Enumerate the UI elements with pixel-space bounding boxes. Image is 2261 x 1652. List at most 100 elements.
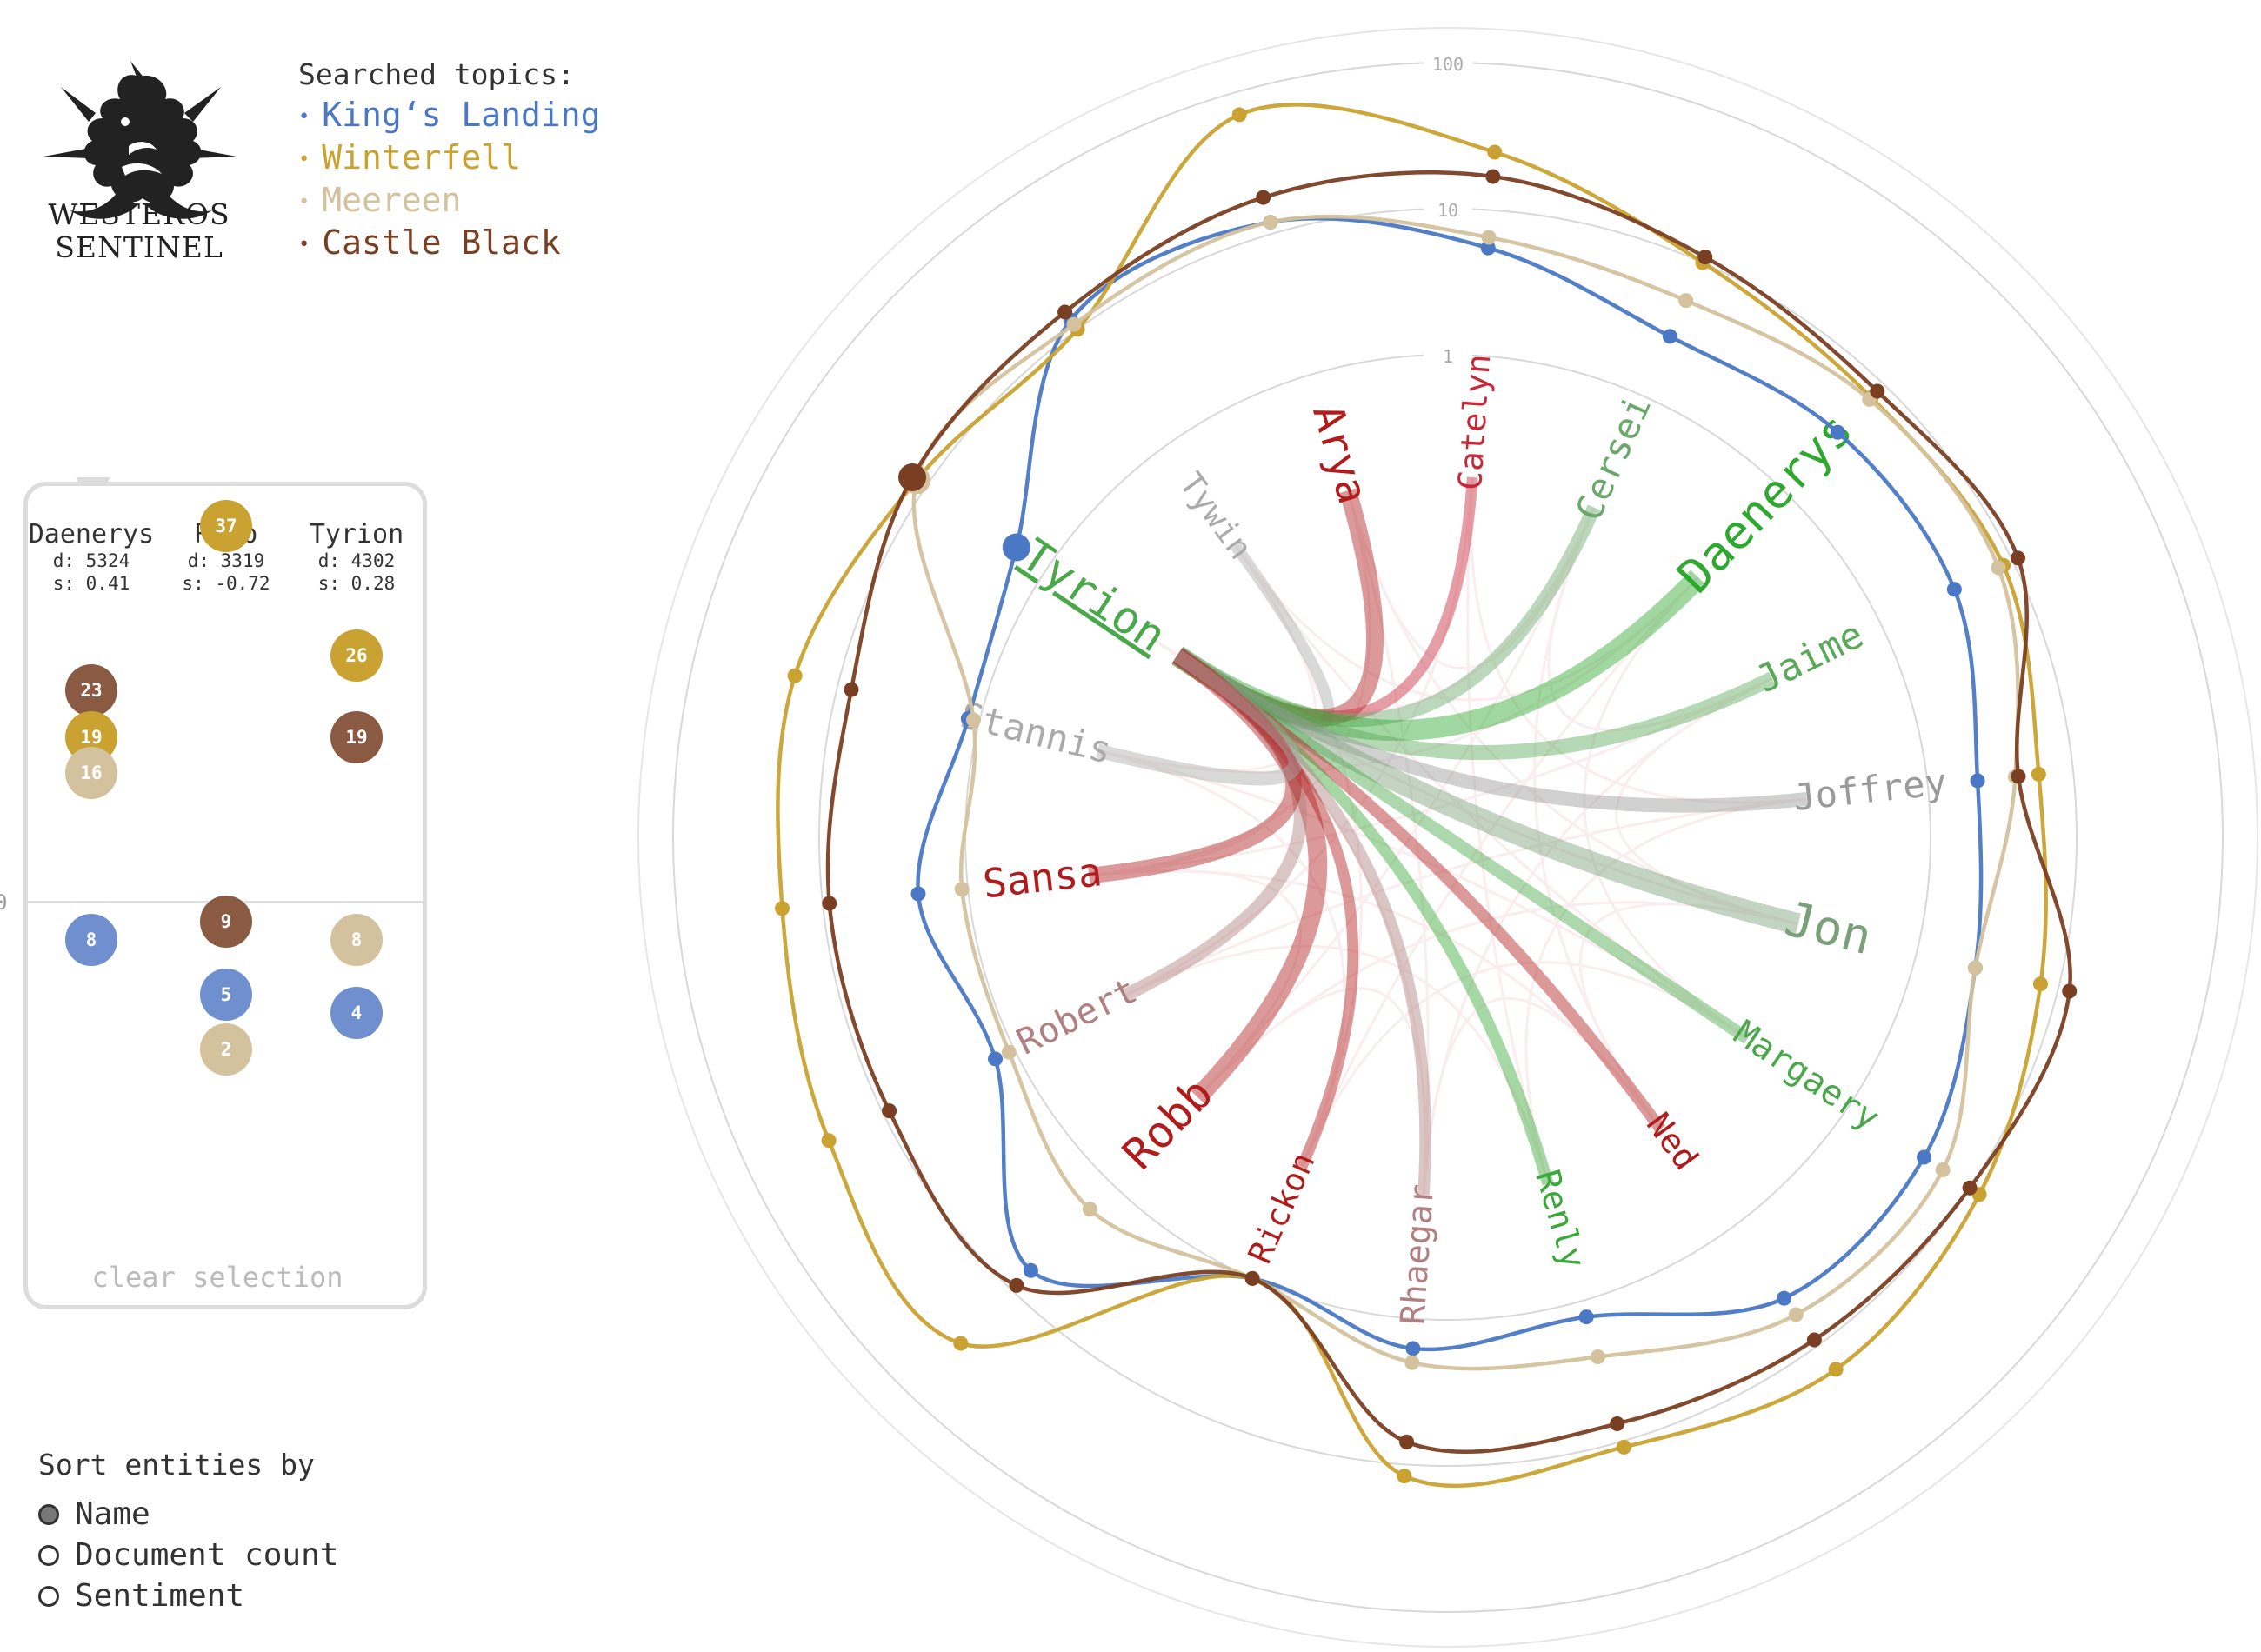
series-point[interactable]: [1828, 1362, 1844, 1377]
series-point[interactable]: [844, 682, 859, 697]
series-point[interactable]: [2032, 976, 2048, 992]
series-point[interactable]: [1578, 1309, 1594, 1325]
series-point[interactable]: [1485, 169, 1501, 184]
entity-label[interactable]: Robert: [1010, 969, 1144, 1063]
series-point[interactable]: [1404, 1355, 1420, 1370]
series-point[interactable]: [2031, 766, 2046, 782]
entity-label[interactable]: Rhaegar: [1393, 1182, 1442, 1325]
series-point[interactable]: [1405, 1341, 1421, 1356]
count-bubble[interactable]: 4: [330, 987, 383, 1039]
sort-option[interactable]: Document count: [38, 1535, 338, 1575]
entity-label[interactable]: Joffrey: [1791, 760, 1949, 819]
series-point[interactable]: [882, 1103, 897, 1119]
series-point[interactable]: [1590, 1349, 1605, 1364]
entity-label[interactable]: Sansa: [981, 849, 1104, 907]
series-point[interactable]: [966, 712, 982, 728]
entity-label[interactable]: Catelyn: [1451, 353, 1498, 491]
entity-column-header[interactable]: Tyrion d: 4302 s: 0.28: [287, 520, 426, 595]
radio-icon[interactable]: [38, 1585, 59, 1607]
topic-item[interactable]: • King‘s Landing: [298, 95, 601, 137]
count-bubble[interactable]: 2: [200, 1023, 252, 1076]
entity-label[interactable]: Cersei: [1567, 389, 1659, 527]
series-point[interactable]: [1023, 1262, 1038, 1278]
series-point[interactable]: [1397, 1469, 1412, 1484]
series-point[interactable]: [954, 882, 970, 897]
sort-label: Sort entities by: [38, 1448, 315, 1482]
series-point[interactable]: [1678, 293, 1694, 309]
series-point[interactable]: [1697, 250, 1713, 265]
count-bubble[interactable]: 5: [200, 969, 252, 1021]
series-point[interactable]: [822, 896, 837, 911]
entity-label[interactable]: Renly: [1527, 1166, 1592, 1274]
series-point[interactable]: [1935, 1162, 1951, 1177]
entity-label[interactable]: Margaery: [1727, 1013, 1887, 1139]
topic-item[interactable]: • Meereen: [298, 180, 601, 223]
series-point[interactable]: [1256, 190, 1271, 205]
sort-option[interactable]: Sentiment: [38, 1575, 338, 1616]
series-point[interactable]: [910, 886, 926, 902]
series-point[interactable]: [1610, 1416, 1625, 1431]
topic-item[interactable]: • Winterfell: [298, 137, 601, 180]
series-point[interactable]: [1830, 424, 1845, 440]
count-bubble[interactable]: 16: [65, 746, 117, 799]
series-point[interactable]: [1480, 240, 1496, 256]
series-point[interactable]: [2011, 769, 2026, 784]
topic-item[interactable]: • Castle Black: [298, 223, 601, 265]
series-point[interactable]: [1057, 304, 1073, 320]
series-point[interactable]: [1777, 1290, 1792, 1306]
series-point[interactable]: [1481, 230, 1497, 245]
chord-link: [1089, 490, 1371, 877]
series-point[interactable]: [1616, 1439, 1631, 1455]
series-point[interactable]: [1870, 383, 1885, 399]
count-bubble[interactable]: 23: [65, 664, 117, 716]
bullet-icon: •: [298, 234, 310, 256]
series-point[interactable]: [1231, 107, 1247, 123]
chord-link: [1533, 506, 1662, 1130]
entity-label[interactable]: Tywin: [1172, 465, 1261, 566]
series-point[interactable]: [1487, 144, 1503, 160]
radio-icon[interactable]: [38, 1503, 59, 1525]
clear-selection-button[interactable]: clear selection: [91, 1261, 343, 1294]
entity-label[interactable]: Tyrion: [1011, 530, 1175, 663]
entity-label[interactable]: Arya: [1303, 399, 1377, 510]
count-bubble[interactable]: 19: [330, 711, 383, 763]
radio-icon[interactable]: [38, 1544, 59, 1566]
series-point[interactable]: [1970, 773, 1985, 789]
sort-option[interactable]: Name: [38, 1494, 338, 1535]
series-point[interactable]: [1399, 1434, 1415, 1449]
series-point[interactable]: [898, 463, 927, 492]
entity-label[interactable]: Stannis: [957, 694, 1117, 772]
count-bubble[interactable]: 9: [200, 896, 252, 948]
topic-label: Meereen: [322, 181, 462, 219]
series-point[interactable]: [1806, 1332, 1822, 1348]
series-point[interactable]: [1662, 329, 1677, 344]
series-point[interactable]: [1991, 560, 2006, 576]
series-point[interactable]: [787, 668, 803, 683]
series-point[interactable]: [1009, 1277, 1024, 1293]
entity-column-header[interactable]: Daenerys d: 5324 s: 0.41: [22, 520, 161, 595]
series-point[interactable]: [988, 1051, 1004, 1067]
series-point[interactable]: [1082, 1202, 1097, 1217]
series-point[interactable]: [2011, 550, 2026, 566]
series-point[interactable]: [953, 1336, 969, 1351]
entity-label[interactable]: Jon: [1779, 891, 1877, 966]
series-point[interactable]: [775, 901, 790, 916]
series-point[interactable]: [1917, 1149, 1932, 1165]
series-point[interactable]: [1962, 1180, 1978, 1196]
series-point[interactable]: [1263, 215, 1278, 230]
entity-label[interactable]: Jaime: [1750, 613, 1871, 702]
series-point[interactable]: [1788, 1307, 1804, 1322]
series-point[interactable]: [1001, 1044, 1017, 1060]
series-point[interactable]: [1946, 582, 1962, 597]
series-point[interactable]: [2062, 983, 2078, 999]
series-point[interactable]: [821, 1133, 837, 1149]
series-point[interactable]: [1967, 960, 1983, 976]
count-bubble[interactable]: 8: [65, 914, 117, 966]
series-point[interactable]: [1066, 316, 1082, 332]
count-bubble[interactable]: 8: [330, 914, 383, 966]
entity-label[interactable]: Rickon: [1240, 1147, 1323, 1269]
count-bubble[interactable]: 37: [200, 500, 252, 552]
series-point[interactable]: [1002, 533, 1030, 562]
count-bubble[interactable]: 26: [330, 629, 383, 682]
series-point[interactable]: [1244, 1270, 1260, 1286]
